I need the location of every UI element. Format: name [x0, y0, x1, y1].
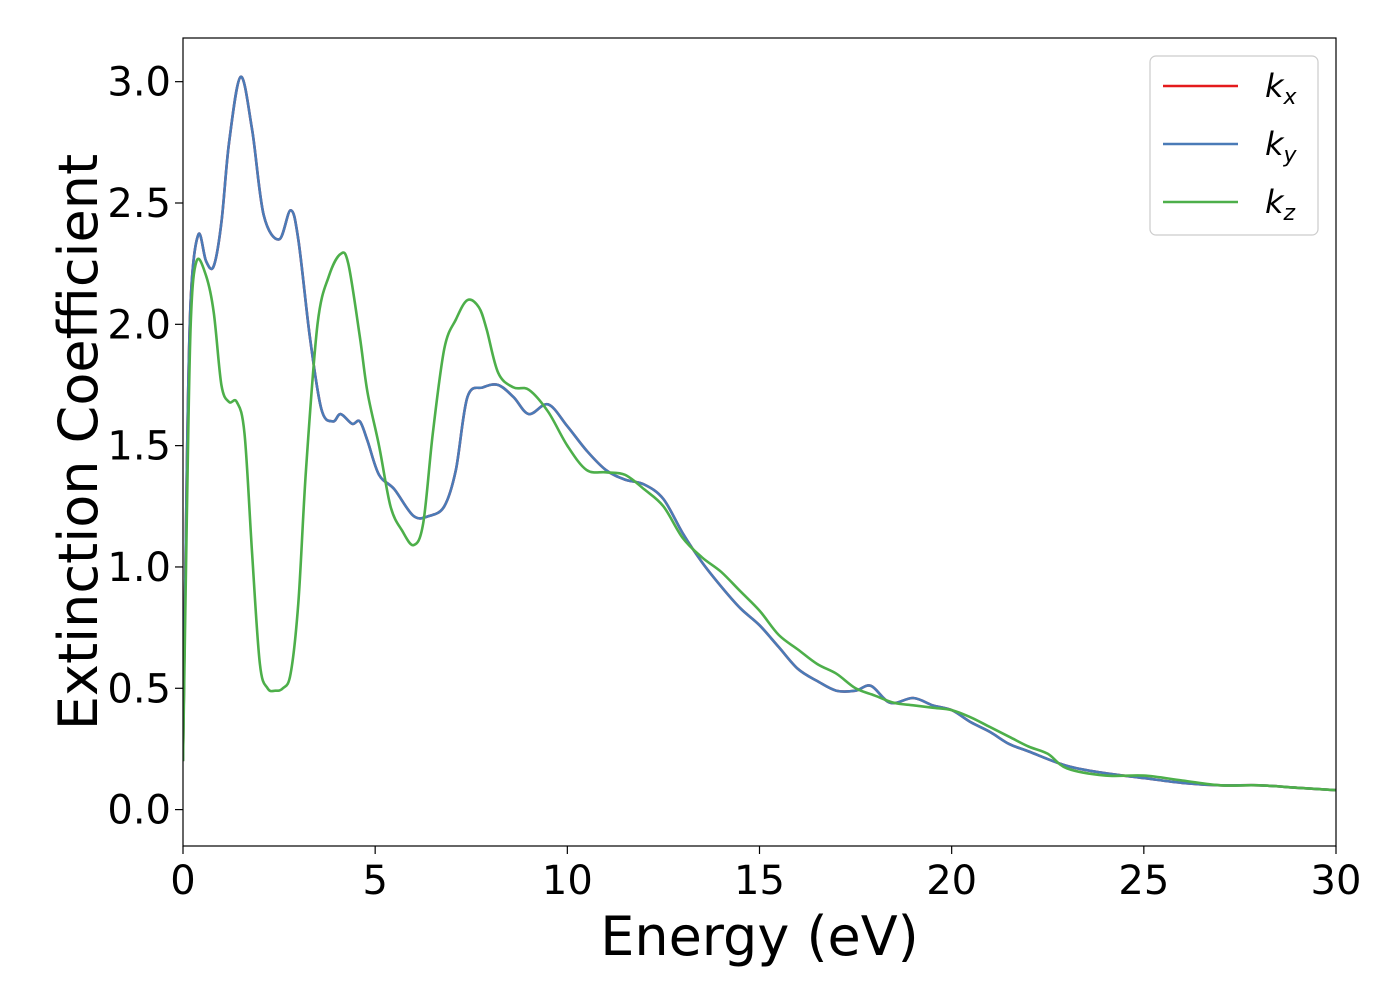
- x-axis-ticks: 0 5 10 15 20 25 30: [170, 846, 1361, 904]
- x-tick-label: 0: [170, 858, 195, 904]
- y-tick-label: 2.5: [107, 181, 171, 227]
- legend-label-ky: ky: [1265, 125, 1298, 168]
- x-tick-label: 5: [362, 858, 387, 904]
- y-tick-label: 0.0: [107, 788, 171, 834]
- legend: kx ky kz: [1149, 55, 1319, 236]
- series-layer: [183, 75, 1336, 792]
- x-axis-title: Energy (eV): [600, 905, 919, 968]
- y-axis-ticks: 0.0 0.5 1.0 1.5 2.0 2.5 3.0: [107, 60, 183, 834]
- y-tick-label: 2.0: [107, 302, 171, 348]
- x-tick-label: 20: [926, 858, 977, 904]
- x-tick-label: 10: [542, 858, 593, 904]
- x-tick-label: 15: [734, 858, 785, 904]
- series-line-ky: [183, 75, 1336, 792]
- legend-box: [1149, 55, 1319, 236]
- x-tick-label: 25: [1118, 858, 1169, 904]
- y-tick-label: 1.0: [107, 545, 171, 591]
- y-tick-label: 3.0: [107, 60, 171, 106]
- legend-label-kz: kz: [1265, 183, 1296, 226]
- y-tick-label: 0.5: [107, 666, 171, 712]
- legend-label-kx: kx: [1265, 67, 1298, 110]
- x-tick-label: 30: [1311, 858, 1362, 904]
- series-line-kz: [183, 251, 1336, 792]
- y-axis-title: Extinction Coefficient: [47, 154, 110, 730]
- y-tick-label: 1.5: [107, 424, 171, 470]
